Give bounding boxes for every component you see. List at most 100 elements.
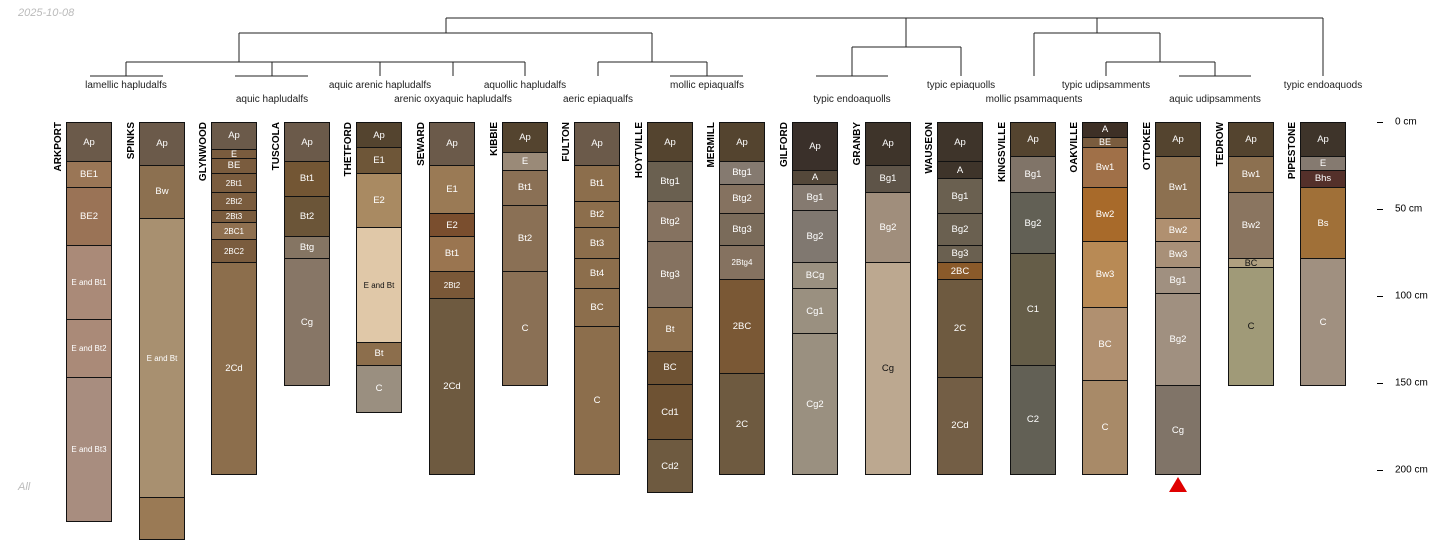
horizon: 2Bt2 — [429, 271, 475, 300]
horizon: Ap — [429, 122, 475, 166]
dendrogram — [90, 17, 1324, 77]
horizon: Bw2 — [1228, 193, 1274, 260]
horizon: Bw2 — [1155, 219, 1201, 243]
horizon: A — [792, 170, 838, 185]
horizon: E2 — [356, 174, 402, 229]
horizon: Btg3 — [647, 242, 693, 309]
horizon: BC — [1228, 259, 1274, 269]
taxon-label: typic endoaquods — [1283, 80, 1363, 91]
horizon: Ap — [574, 122, 620, 166]
horizon: 2C — [719, 374, 765, 476]
horizon: E and Bt3 — [66, 377, 112, 523]
profile-name-oakville: OAKVILLE — [1069, 122, 1080, 173]
horizon: C2 — [1010, 365, 1056, 476]
horizon: 2BC2 — [211, 240, 257, 263]
horizon: E and Bt — [139, 219, 185, 498]
horizon: Bt1 — [284, 162, 330, 197]
horizon: E and Bt1 — [66, 245, 112, 321]
horizon: C — [1228, 268, 1274, 387]
profile-name-granby: GRANBY — [852, 122, 863, 166]
dendro-aquolls — [816, 46, 962, 77]
horizon: Btg1 — [647, 162, 693, 203]
profile-name-mermill: MERMILL — [706, 122, 717, 168]
horizon: Bg2 — [1155, 294, 1201, 387]
axis-tick-label: 150 cm — [1395, 377, 1428, 389]
horizon: Bg2 — [792, 210, 838, 263]
profile-name-arkport: ARKPORT — [53, 122, 64, 172]
horizon: E and Bt2 — [66, 320, 112, 378]
axis-tick-label: 100 cm — [1395, 290, 1428, 302]
horizon: Cg — [865, 262, 911, 476]
axis-tick-label: 0 cm — [1395, 116, 1417, 128]
horizon: Btg — [284, 236, 330, 260]
horizon: Cd1 — [647, 384, 693, 441]
profile-name-hoytville: HOYTVILLE — [634, 122, 645, 179]
horizon: 2Cd — [211, 262, 257, 476]
axis-tick — [1377, 470, 1383, 471]
axis-tick — [1377, 383, 1383, 384]
horizon: Ap — [1155, 122, 1201, 157]
taxon-label: arenic oxyaquic hapludalfs — [394, 94, 512, 105]
horizon: Bt2 — [574, 202, 620, 229]
horizon: E2 — [429, 214, 475, 237]
horizon: Bg2 — [1010, 193, 1056, 255]
horizon: Ap — [937, 122, 983, 163]
horizon: Bw — [139, 165, 185, 220]
horizon: Ap — [792, 122, 838, 171]
profile-name-tedrow: TEDROW — [1215, 122, 1226, 167]
horizon: 2Bt1 — [211, 174, 257, 194]
horizon: Cg — [284, 259, 330, 387]
horizon: Bt4 — [574, 259, 620, 290]
horizon: Ap — [1300, 122, 1346, 157]
horizon: Bt — [647, 308, 693, 352]
taxon-label: typic endoaquolls — [813, 94, 891, 105]
profile-name-seward: SEWARD — [416, 122, 427, 166]
horizon: Ap — [1010, 122, 1056, 157]
horizon: C — [356, 365, 402, 413]
horizon: Btg2 — [647, 202, 693, 243]
profile-name-tuscola: TUSCOLA — [271, 122, 282, 171]
horizon: Bw3 — [1155, 242, 1201, 269]
horizon: Bw2 — [1082, 188, 1128, 243]
horizon: C1 — [1010, 254, 1056, 366]
horizon: Bg2 — [865, 193, 911, 263]
profile-name-spinks: SPINKS — [126, 122, 137, 160]
axis-tick — [1377, 122, 1383, 123]
horizon: Ap — [284, 122, 330, 163]
profile-name-gilford: GILFORD — [779, 122, 790, 167]
horizon: E1 — [356, 148, 402, 175]
horizon: 2Btg4 — [719, 245, 765, 281]
horizon: Bg1 — [1155, 268, 1201, 295]
horizon: A — [937, 162, 983, 180]
horizon: Cg2 — [792, 334, 838, 476]
horizon: Bw1 — [1082, 148, 1128, 189]
profile-name-thetford: THETFORD — [343, 122, 354, 177]
horizon: 2Cd — [429, 299, 475, 476]
dendro-psamments — [1033, 32, 1251, 77]
profile-name-wauseon: WAUSEON — [924, 122, 935, 174]
date-stamp: 2025-10-08 — [18, 7, 75, 19]
horizon: BC — [1082, 308, 1128, 382]
horizon: Btg1 — [719, 162, 765, 185]
horizon: BE — [1082, 137, 1128, 149]
profile-name-glynwood: GLYNWOOD — [198, 122, 209, 182]
horizon: Bg3 — [937, 245, 983, 263]
taxon-label: aquic hapludalfs — [235, 94, 309, 105]
taxon-label: mollic epiaqualfs — [670, 80, 744, 91]
horizon — [139, 497, 185, 540]
horizon: Bhs — [1300, 170, 1346, 189]
horizon: Bt1 — [574, 165, 620, 203]
horizon: Cg — [1155, 386, 1201, 476]
horizon: Ap — [66, 122, 112, 163]
horizon: Bg1 — [865, 165, 911, 194]
profile-name-kingsville: KINGSVILLE — [997, 122, 1008, 183]
horizon: BCg — [792, 262, 838, 290]
profile-name-pipestone: PIPESTONE — [1287, 122, 1298, 180]
horizon: E — [211, 149, 257, 159]
horizon: Ap — [1228, 122, 1274, 157]
taxon-label: aquic arenic hapludalfs — [328, 80, 432, 91]
horizon: Bg1 — [792, 184, 838, 211]
horizon: Ap — [647, 122, 693, 163]
horizon: 2Bt3 — [211, 210, 257, 223]
horizon: Btg3 — [719, 214, 765, 246]
